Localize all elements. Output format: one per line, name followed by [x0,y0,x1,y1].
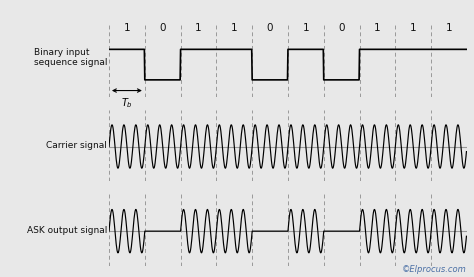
Text: 0: 0 [159,22,166,33]
Text: 1: 1 [231,22,237,33]
Text: Binary input
sequence signal: Binary input sequence signal [34,47,107,67]
Text: Carrier signal: Carrier signal [46,141,107,150]
Text: 1: 1 [124,22,130,33]
Text: 0: 0 [338,22,345,33]
Text: 1: 1 [195,22,202,33]
Text: 1: 1 [446,22,452,33]
Text: 1: 1 [302,22,309,33]
Text: $T_b$: $T_b$ [121,96,133,109]
Text: 0: 0 [267,22,273,33]
Text: ASK output signal: ASK output signal [27,225,107,235]
Text: 1: 1 [374,22,381,33]
Text: 1: 1 [410,22,417,33]
Text: ©Elprocus.com: ©Elprocus.com [402,265,467,274]
